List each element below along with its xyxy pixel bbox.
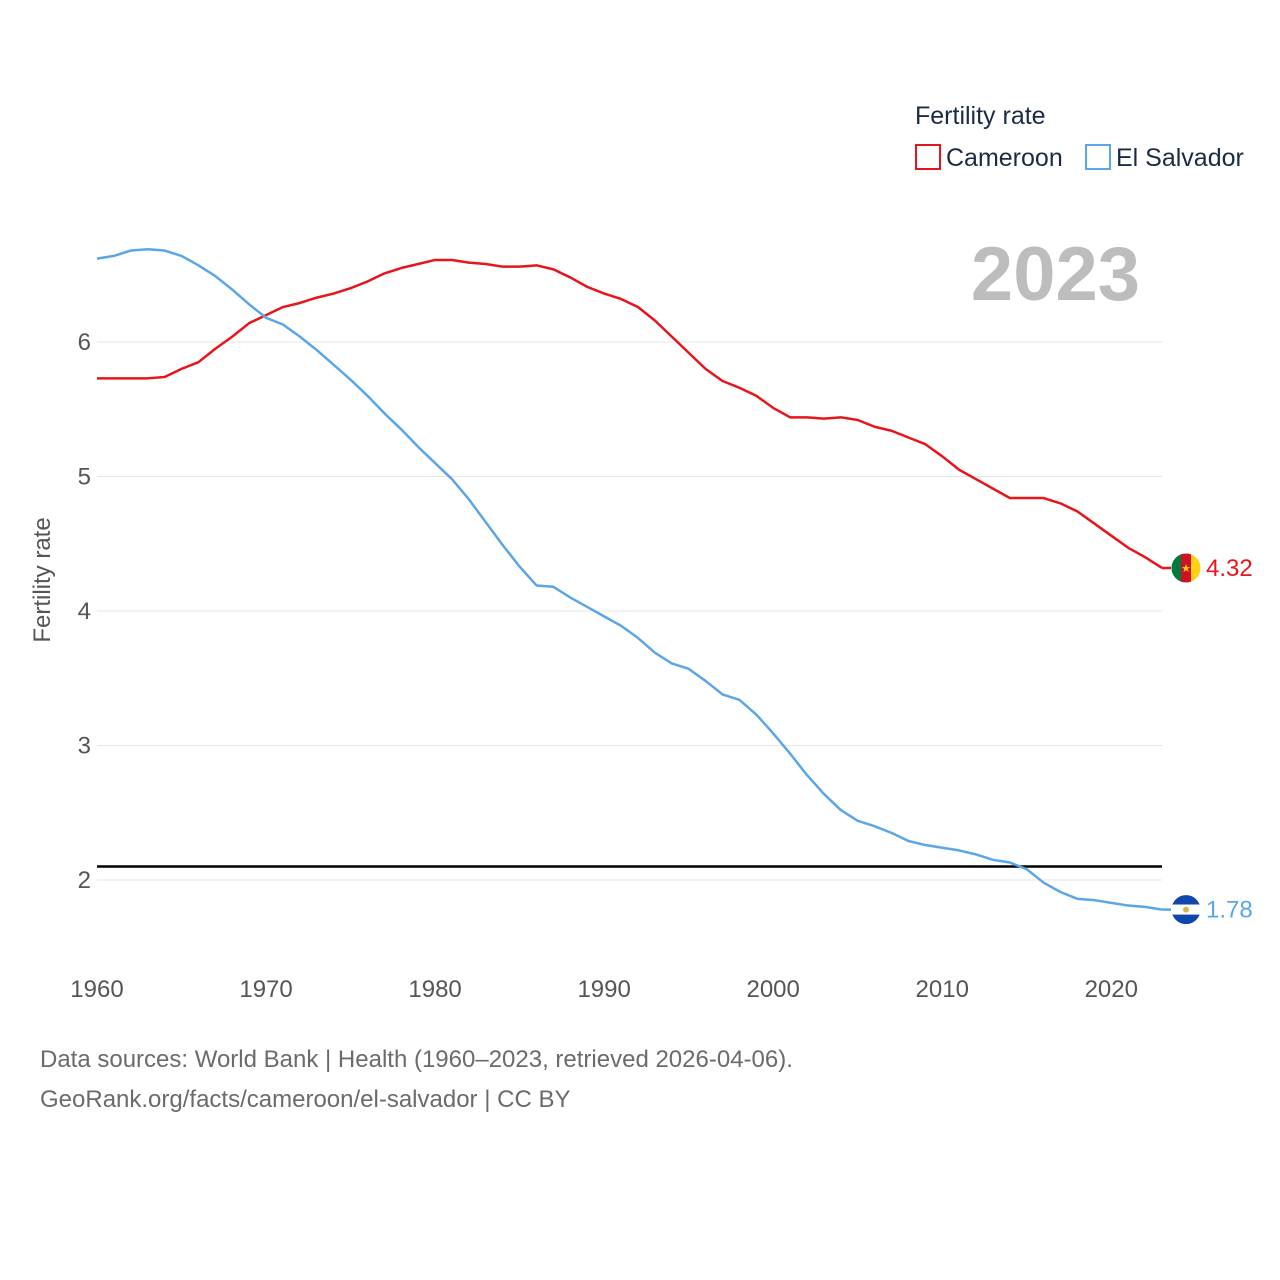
legend-swatch-el-salvador	[1085, 144, 1111, 170]
y-tick-label: 6	[78, 329, 91, 356]
legend-swatch-cameroon	[915, 144, 941, 170]
marker-layer: ★ 4.32 1.78	[1162, 552, 1253, 926]
footer-attribution: GeoRank.org/facts/cameroon/el-salvador |…	[40, 1086, 571, 1113]
footer: Data sources: World Bank | Health (1960–…	[40, 1040, 793, 1120]
x-tick-label: 1970	[239, 976, 292, 1003]
grid-layer	[97, 341, 1162, 881]
series-line-el-salvador[interactable]	[96, 247, 1163, 911]
legend-title: Fertility rate	[915, 102, 1046, 130]
legend-item-cameroon[interactable]: Cameroon	[915, 144, 1063, 172]
x-tick-label: 2020	[1085, 976, 1138, 1003]
footer-sources: Data sources: World Bank | Health (1960–…	[40, 1046, 793, 1073]
y-axis-label: Fertility rate	[29, 517, 56, 642]
y-tick-label: 3	[78, 733, 91, 760]
x-tick-label: 1990	[577, 976, 630, 1003]
y-tick-label: 5	[78, 464, 91, 491]
end-value-label-cameroon: 4.32	[1206, 555, 1253, 582]
tick-layer: 2 3 4 5 6 1960 1970 1980 1990 2000 2010 2020	[70, 329, 1138, 1003]
legend-label-cameroon: Cameroon	[946, 144, 1063, 172]
y-tick-label: 4	[78, 598, 91, 625]
series-line-cameroon[interactable]	[97, 258, 1163, 570]
svg-text:★: ★	[1181, 563, 1191, 575]
x-tick-label: 2010	[916, 976, 969, 1003]
year-watermark: 2023	[971, 232, 1140, 317]
legend-label-el-salvador: El Salvador	[1116, 144, 1244, 172]
series-layer	[96, 247, 1163, 911]
flag-marker-el-salvador	[1162, 894, 1202, 926]
x-tick-label: 1980	[408, 976, 461, 1003]
flag-marker-cameroon: ★	[1162, 552, 1202, 584]
end-value-label-el-salvador: 1.78	[1206, 897, 1253, 924]
x-tick-label: 1960	[70, 976, 123, 1003]
legend-item-el-salvador[interactable]: El Salvador	[1085, 144, 1244, 172]
x-tick-label: 2000	[746, 976, 799, 1003]
y-tick-label: 2	[78, 867, 91, 894]
